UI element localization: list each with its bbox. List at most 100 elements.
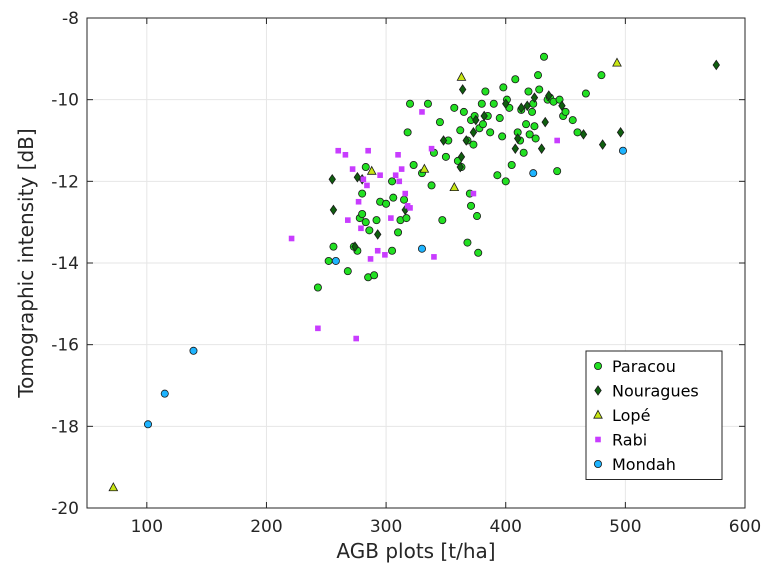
legend-marker-paracou [594,361,603,370]
point-rabi [377,172,383,179]
point-rabi [388,215,394,221]
point-paracou [493,171,502,180]
x-tick-label: 400 [490,517,522,537]
point-paracou [529,99,538,108]
point-rabi [554,137,560,144]
point-paracou [531,134,540,143]
point-paracou [313,283,322,292]
point-paracou [409,160,418,169]
point-paracou [438,216,447,225]
point-rabi [374,247,381,254]
point-paracou [489,99,498,108]
point-paracou [507,160,516,169]
point-rabi [382,252,388,258]
point-paracou [501,177,510,186]
point-paracou [553,167,562,176]
point-lope [108,482,119,492]
point-paracou [403,128,412,137]
point-paracou [427,181,436,190]
point-nouragues [545,90,553,101]
x-axis-label: AGB plots [t/ha] [336,539,495,563]
point-rabi [315,325,321,332]
point-mondah [529,169,538,178]
legend-marker-mondah [594,459,603,468]
point-paracou [499,83,508,92]
y-axis-label: Tomographic intensity [dB] [14,128,38,398]
point-paracou [473,212,482,221]
point-paracou [400,195,409,204]
point-nouragues [712,59,720,71]
legend-marker-rabi [595,436,601,443]
series-lope [108,57,622,492]
legend-label-lope: Lopé [612,406,650,425]
y-tick-label: -20 [51,499,79,519]
point-rabi [395,151,401,158]
point-rabi [355,198,362,205]
point-paracou [530,122,539,131]
point-nouragues [351,241,359,252]
point-lope [366,165,377,175]
grid-lines [87,17,746,509]
point-rabi [407,205,413,211]
point-mondah [618,146,627,155]
point-nouragues [480,110,488,122]
point-lope [419,163,430,173]
x-tick-label: 200 [250,517,282,537]
point-rabi [364,182,370,189]
point-paracou [329,242,338,251]
point-nouragues [457,151,466,163]
point-rabi [349,166,356,172]
point-rabi [345,217,351,223]
point-nouragues [530,92,539,103]
point-nouragues [579,129,588,140]
point-lope [612,57,622,67]
point-nouragues [523,100,531,112]
point-paracou [534,71,543,80]
point-rabi [428,145,435,152]
point-paracou [535,85,544,94]
point-paracou [358,189,367,198]
point-paracou [388,177,397,186]
point-nouragues [502,98,510,110]
point-paracou [519,148,528,157]
legend: Paracou Nouragues Lopé Rabi Mondah [585,350,723,480]
point-nouragues [541,116,549,128]
point-paracou [540,52,549,61]
series-mondah [144,146,627,429]
point-nouragues [514,133,522,144]
point-paracou [478,120,487,129]
point-mondah [160,389,169,398]
point-rabi [402,190,409,197]
point-paracou [561,107,570,116]
point-paracou [423,99,432,108]
point-rabi [367,256,374,262]
point-lope [449,182,460,192]
point-paracou [388,246,397,255]
point-nouragues [456,161,464,173]
point-paracou [511,75,520,84]
point-paracou [495,114,504,123]
point-paracou [402,214,411,223]
point-paracou [467,201,476,210]
point-rabi [342,151,349,158]
point-paracou [568,116,577,125]
point-paracou [441,152,450,161]
y-tick-label: -12 [51,172,79,192]
y-tick-label: -14 [51,254,79,274]
legend-box [585,350,723,480]
point-nouragues [469,127,478,138]
point-nouragues [537,143,546,154]
point-paracou [406,99,415,108]
point-nouragues [517,102,525,114]
legend-label-rabi: Rabi [612,431,647,450]
data-points [108,52,720,492]
point-rabi [398,166,405,172]
point-mondah [144,420,153,429]
point-paracou [456,126,465,135]
point-nouragues [374,229,382,240]
point-paracou [498,132,507,141]
x-tick-label: 300 [370,517,402,537]
point-paracou [528,107,537,116]
legend-marker-nouragues [594,385,602,396]
point-paracou [524,87,533,96]
